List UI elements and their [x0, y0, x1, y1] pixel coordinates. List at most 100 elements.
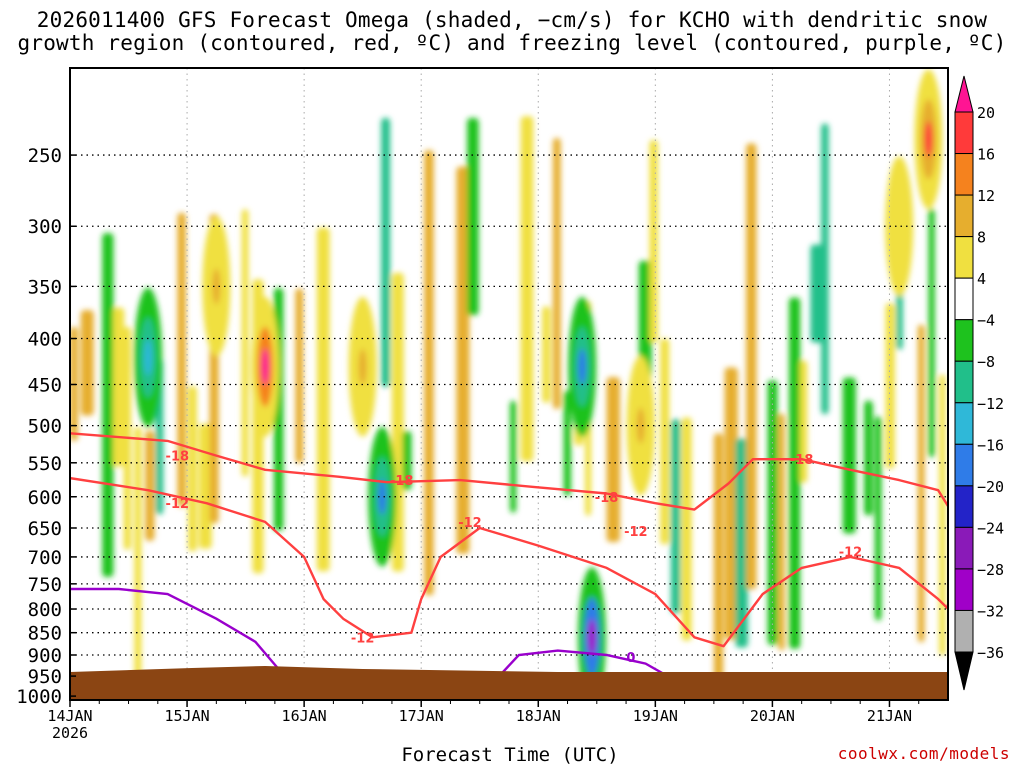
dgz-contour-label: -18 [166, 450, 190, 465]
omega-streak [810, 244, 825, 343]
omega-streak [660, 338, 670, 545]
freezing-level-contour [70, 587, 286, 677]
colorbar-bin [954, 609, 974, 653]
colorbar-bin [954, 568, 974, 611]
omega-feature-core [378, 478, 387, 515]
freezing-level-contour [968, 678, 1022, 680]
dgz-contour-label: -12 [166, 497, 190, 512]
x-tick-label: 18JAN [516, 707, 561, 725]
omega-streak [509, 400, 517, 513]
omega-streak [316, 227, 330, 572]
omega-streak [939, 374, 946, 656]
contours: -18-18-18-18-18-12-12-12-12-12-120 [70, 432, 1022, 682]
omega-streak [112, 307, 125, 467]
colorbar-top-arrow [954, 75, 974, 113]
omega-streak [917, 324, 925, 643]
omega-feature-core [261, 348, 270, 385]
colorbar-bin [954, 360, 974, 404]
y-tick-label: 750 [28, 574, 62, 596]
dgz-contour-label: -18 [595, 491, 619, 506]
plot-frame [69, 67, 949, 701]
dgz-contour-label: -18 [390, 474, 414, 489]
colorbar-tick-label: −36 [977, 644, 1004, 662]
colorbar-bottom-arrow [954, 651, 974, 691]
dgz-contour-label: -12 [839, 545, 863, 560]
y-tick-label: 1000 [16, 686, 62, 708]
omega-streak [767, 380, 778, 646]
omega-streak [670, 419, 681, 614]
omega-streak [295, 288, 304, 464]
omega-feature-core [924, 121, 933, 158]
y-tick-label: 350 [28, 276, 62, 298]
omega-feature-core [212, 268, 221, 305]
omega-streak [134, 426, 142, 693]
omega-feature-core [895, 208, 904, 245]
colorbar-bin [954, 485, 974, 528]
colorbar-bin [954, 111, 974, 155]
dgz-contour [70, 432, 948, 511]
colorbar-tick-label: −4 [977, 312, 995, 330]
terrain-ground [70, 666, 948, 700]
dgz-contour-label: -12 [458, 516, 482, 531]
omega-streak [778, 413, 785, 651]
omega-streak [563, 390, 571, 496]
omega-streak [198, 423, 212, 549]
y-tick-label: 400 [28, 329, 62, 351]
colorbar-tick-label: 8 [977, 229, 986, 247]
omega-streak [724, 367, 738, 640]
omega-streak [874, 416, 882, 621]
x-axis-label: Forecast Time (UTC) [401, 744, 619, 766]
colorbar: 20 16 12 8 4 −4 −8 −12 −16 −20 −24 −28 −32 −36 [954, 75, 1004, 691]
y-axis: 2503003504004505005506006507007508008509… [16, 145, 76, 708]
freezing-level-label: 0 [626, 651, 635, 666]
y-tick-label: 300 [28, 216, 62, 238]
site-credit: coolwx.com/models [837, 744, 1010, 763]
x-tick-label: 20JAN [750, 707, 795, 725]
omega-streak [713, 433, 724, 692]
omega-streak [788, 297, 801, 649]
omega-streak [145, 430, 155, 541]
colorbar-tick-label: −24 [977, 519, 1004, 537]
dgz-contour-label: -12 [351, 631, 375, 646]
omega-streak [864, 400, 873, 516]
ground-terrain [70, 666, 948, 676]
colorbar-tick-label: 4 [977, 270, 986, 288]
y-tick-label: 250 [28, 145, 62, 167]
omega-streak [821, 123, 829, 415]
colorbar-bin [954, 194, 974, 238]
y-tick-label: 950 [28, 666, 62, 688]
colorbar-bin [954, 277, 974, 321]
colorbar-bin [954, 153, 974, 196]
colorbar-tick-label: 20 [977, 104, 995, 122]
dgz-contour [70, 476, 948, 648]
y-tick-label: 550 [28, 453, 62, 475]
omega-streak [885, 303, 895, 469]
omega-streak [456, 166, 470, 554]
y-tick-label: 500 [28, 416, 62, 438]
y-tick-label: 650 [28, 518, 62, 540]
x-tick-label: 14JAN [47, 707, 92, 725]
colorbar-tick-label: −8 [977, 353, 995, 371]
dgz-contour-label: -18 [790, 453, 814, 468]
colorbar-tick-label: −32 [977, 602, 1004, 620]
x-tick-label: 15JAN [164, 707, 209, 725]
omega-streak [735, 438, 748, 648]
omega-streak [928, 208, 935, 458]
colorbar-bin [954, 443, 974, 487]
y-tick-label: 900 [28, 645, 62, 667]
chart-title-line2: growth region (contoured, red, ºC) and f… [17, 31, 1007, 55]
omega-streak [467, 117, 479, 316]
omega-streak [241, 209, 249, 477]
grid [69, 68, 948, 700]
omega-streak [681, 417, 692, 641]
colorbar-bin [954, 526, 974, 570]
omega-streak [542, 306, 551, 403]
colorbar-bin [954, 319, 974, 362]
colorbar-tick-label: 12 [977, 187, 995, 205]
omega-streak [638, 260, 652, 378]
omega-shading [70, 69, 946, 700]
colorbar-tick-label: −12 [977, 395, 1004, 413]
omega-streak [520, 116, 534, 462]
x-tick-label: 17JAN [399, 707, 444, 725]
